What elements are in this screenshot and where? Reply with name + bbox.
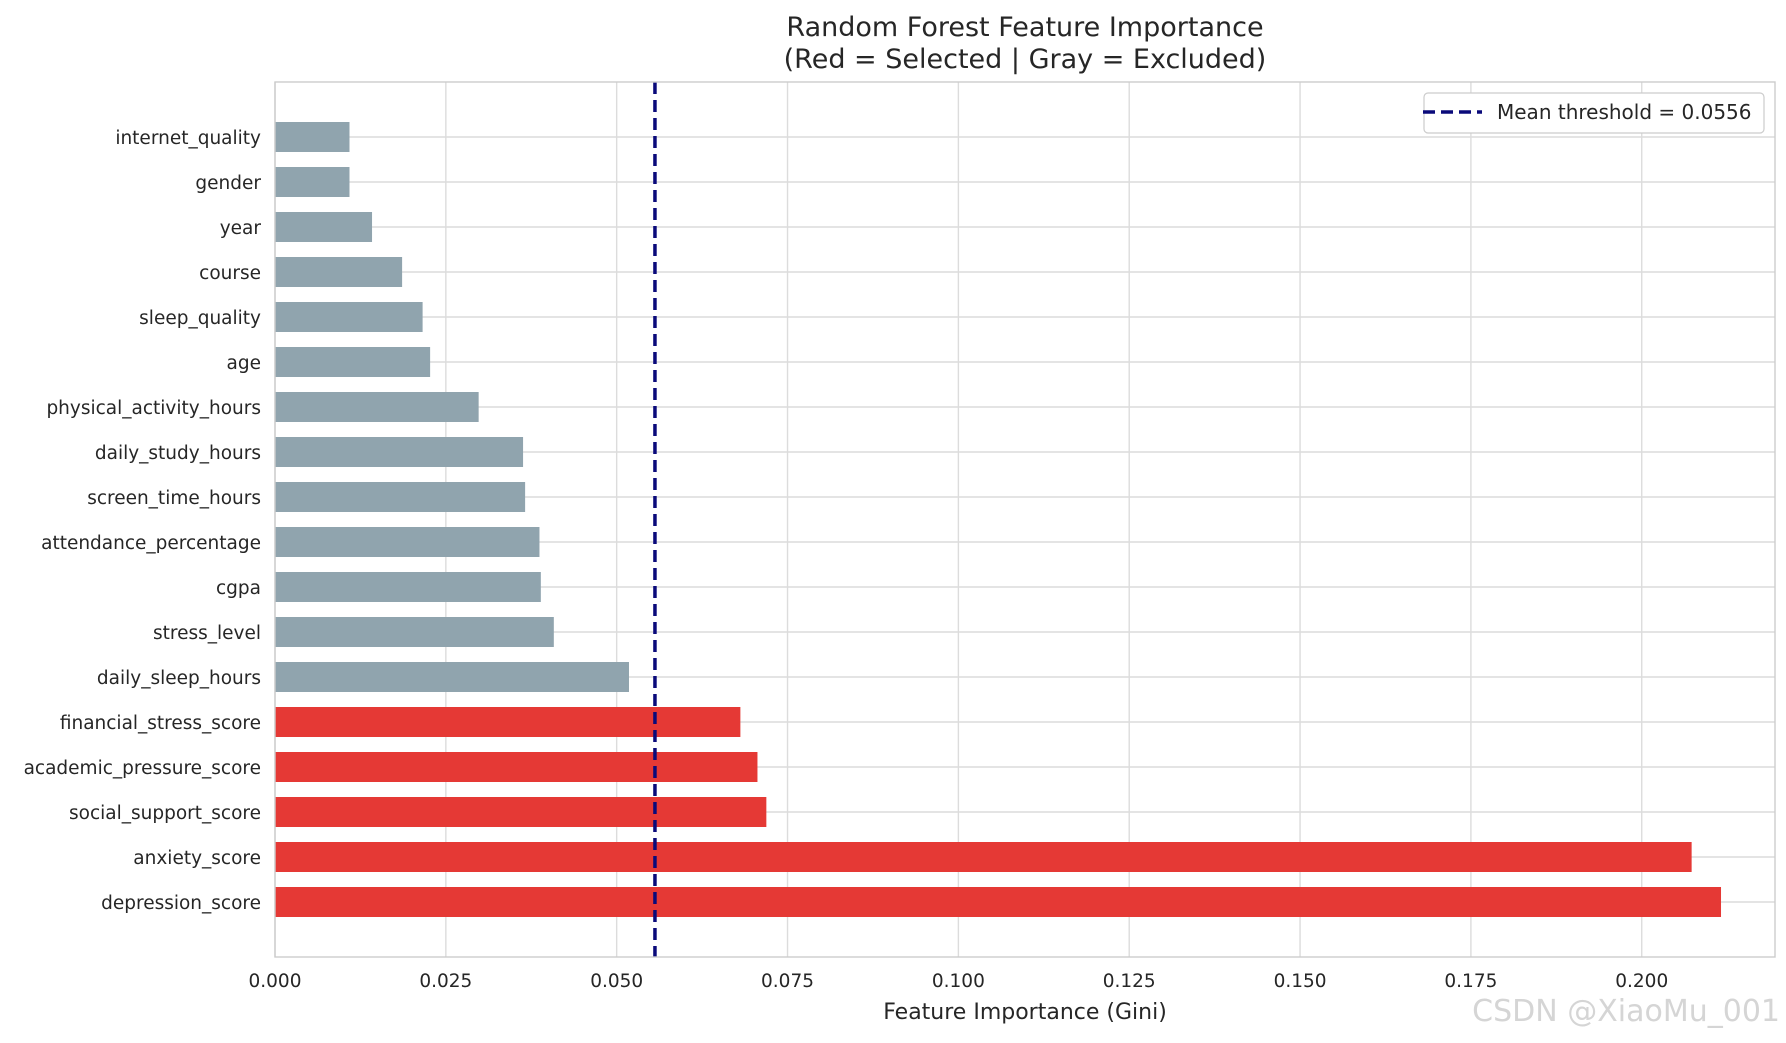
bar-cgpa	[275, 572, 541, 602]
bar-internet_quality	[275, 122, 350, 152]
plot-frame	[274, 81, 1776, 958]
chart-title-line-1: Random Forest Feature Importance	[786, 12, 1263, 43]
watermark-text: CSDN @XiaoMu_001	[1472, 994, 1780, 1029]
bar-gender	[275, 167, 350, 197]
bar-layer	[275, 122, 1722, 917]
bar-stress_level	[275, 617, 554, 647]
grid-layer	[274, 82, 1775, 957]
bar-course	[275, 257, 403, 287]
y-tick-label: anxiety_score	[133, 848, 261, 869]
bar-depression_score	[275, 887, 1722, 917]
y-tick-label: screen_time_hours	[87, 488, 261, 509]
x-tick-label: 0.025	[419, 971, 472, 992]
x-tick-label: 0.150	[1274, 971, 1327, 992]
bar-financial_stress_score	[275, 707, 741, 737]
x-tick-label: 0.175	[1444, 971, 1497, 992]
x-tick-label: 0.050	[590, 971, 643, 992]
plot-area-border	[274, 81, 1776, 958]
bar-age	[275, 347, 431, 377]
x-tick-label: 0.200	[1615, 971, 1668, 992]
x-tick-label: 0.100	[932, 971, 985, 992]
x-tick-label: 0.000	[249, 971, 302, 992]
bar-social_support_score	[275, 797, 767, 827]
y-tick-label: year	[220, 218, 262, 239]
y-tick-label: course	[199, 263, 261, 284]
legend-threshold-label: Mean threshold = 0.0556	[1497, 100, 1752, 124]
y-tick-label: gender	[195, 173, 261, 194]
bar-attendance_percentage	[275, 527, 540, 557]
bar-anxiety_score	[275, 842, 1692, 872]
bar-screen_time_hours	[275, 482, 526, 512]
x-axis-label: Feature Importance (Gini)	[883, 1000, 1167, 1025]
y-tick-label: internet_quality	[115, 128, 261, 149]
bar-sleep_quality	[275, 302, 423, 332]
bar-academic_pressure_score	[275, 752, 758, 782]
y-tick-label: daily_sleep_hours	[97, 668, 261, 689]
legend: Mean threshold = 0.0556	[1423, 92, 1765, 134]
y-tick-label: social_support_score	[69, 803, 261, 824]
y-tick-label: sleep_quality	[139, 308, 261, 329]
y-tick-label: depression_score	[101, 893, 261, 914]
bar-daily_study_hours	[275, 437, 524, 467]
y-tick-label: physical_activity_hours	[46, 398, 261, 419]
y-tick-label: daily_study_hours	[95, 443, 261, 464]
y-tick-label: age	[227, 353, 261, 374]
bar-daily_sleep_hours	[275, 662, 629, 692]
y-tick-label: financial_stress_score	[60, 713, 261, 734]
x-tick-label: 0.125	[1103, 971, 1156, 992]
y-tick-label: cgpa	[216, 578, 261, 599]
x-tick-labels: 0.000 0.025 0.050 0.075 0.100 0.125 0.150 0.175…	[249, 971, 1669, 992]
chart-title-line-2: (Red = Selected | Gray = Excluded)	[784, 44, 1267, 75]
y-tick-label: academic_pressure_score	[24, 758, 261, 779]
x-tick-label: 0.075	[761, 971, 814, 992]
bar-year	[275, 212, 373, 242]
y-tick-label: stress_level	[153, 623, 261, 644]
y-tick-label: attendance_percentage	[41, 533, 261, 554]
bar-physical_activity_hours	[275, 392, 479, 422]
